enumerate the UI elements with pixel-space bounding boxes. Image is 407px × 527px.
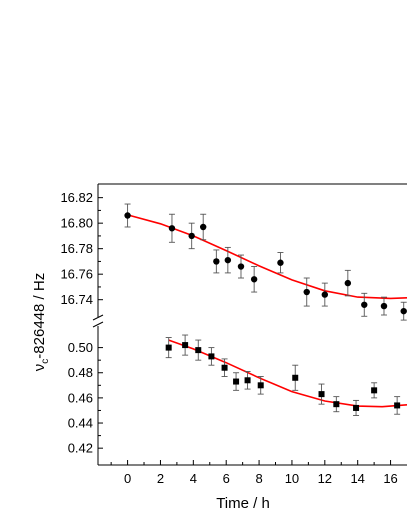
- x-tick-label: 2: [157, 471, 164, 486]
- data-point-square: [333, 401, 340, 408]
- data-point-circle: [199, 223, 207, 231]
- data-point-circle: [213, 258, 220, 265]
- y-tick-label: 16.76: [60, 267, 93, 282]
- x-tick-label: 8: [255, 471, 262, 486]
- x-tick-label: 10: [285, 471, 299, 486]
- y-tick-label: 0.50: [68, 340, 93, 355]
- axis-break-mark: [92, 314, 104, 328]
- y-axis-label: νc-826448 / Hz: [31, 273, 51, 371]
- y-axis-upper: 16.74 16.76 16.78 16.80 16.82: [60, 190, 103, 307]
- data-point-square: [371, 387, 378, 394]
- x-tick-label: 6: [223, 471, 230, 486]
- data-point-square: [318, 391, 325, 398]
- y-tick-label: 16.74: [60, 292, 93, 307]
- data-point-square: [394, 402, 401, 409]
- data-point-circle: [400, 307, 407, 315]
- y-axis-label-sub: c: [40, 359, 51, 364]
- y-axis-label-rest: -826448 / Hz: [31, 273, 48, 359]
- break-slash: [92, 314, 104, 321]
- data-point-circle: [303, 288, 310, 296]
- data-point-circle: [321, 291, 329, 298]
- data-point-square: [221, 364, 228, 371]
- data-point-circle: [237, 263, 245, 270]
- y-tick-label: 16.78: [60, 241, 93, 256]
- data-point-circle: [188, 232, 195, 240]
- data-point-circle: [361, 301, 368, 308]
- y-tick-label: 0.46: [68, 390, 93, 405]
- error-bars: [124, 203, 407, 416]
- x-axis: 0 2 4 6 8 10 12 14 16: [110, 460, 398, 486]
- data-point-square: [195, 347, 202, 354]
- data-point-square: [353, 404, 360, 411]
- y-tick-label: 16.82: [60, 190, 93, 205]
- fit-curves: [127, 214, 407, 408]
- y-axis-lower: 0.42 0.44 0.46 0.48 0.50: [68, 340, 103, 456]
- x-axis-label: Time / h: [216, 495, 270, 512]
- data-point-circle: [250, 276, 258, 283]
- data-point-square: [165, 344, 172, 351]
- data-point-square: [182, 342, 189, 349]
- data-point-circle: [380, 302, 388, 310]
- data-point-circle: [277, 259, 284, 266]
- x-tick-label: 14: [350, 471, 364, 486]
- y-tick-label: 16.80: [60, 216, 93, 231]
- data-point-circle: [344, 279, 352, 287]
- data-point-circle: [168, 225, 176, 232]
- break-slash: [92, 321, 104, 328]
- fit-curve-upper: [127, 214, 407, 300]
- y-axis-label-nu: ν: [31, 364, 48, 372]
- data-point-square: [244, 377, 251, 384]
- data-point-square: [233, 378, 240, 385]
- fit-curve-lower: [168, 339, 407, 408]
- data-markers: [124, 212, 407, 411]
- x-tick-label: 0: [124, 471, 131, 486]
- data-point-square: [292, 374, 299, 381]
- x-tick-label: 12: [318, 471, 332, 486]
- data-point-circle: [124, 212, 131, 219]
- x-tick-label: 4: [190, 471, 197, 486]
- data-point-square: [208, 353, 215, 360]
- y-tick-label: 0.48: [68, 365, 93, 380]
- data-point-circle: [224, 256, 232, 264]
- plot-frame: [97, 183, 407, 466]
- y-tick-label: 0.42: [68, 441, 93, 456]
- x-tick-label: 16: [383, 471, 397, 486]
- data-point-square: [257, 382, 264, 389]
- y-tick-label: 0.44: [68, 416, 93, 431]
